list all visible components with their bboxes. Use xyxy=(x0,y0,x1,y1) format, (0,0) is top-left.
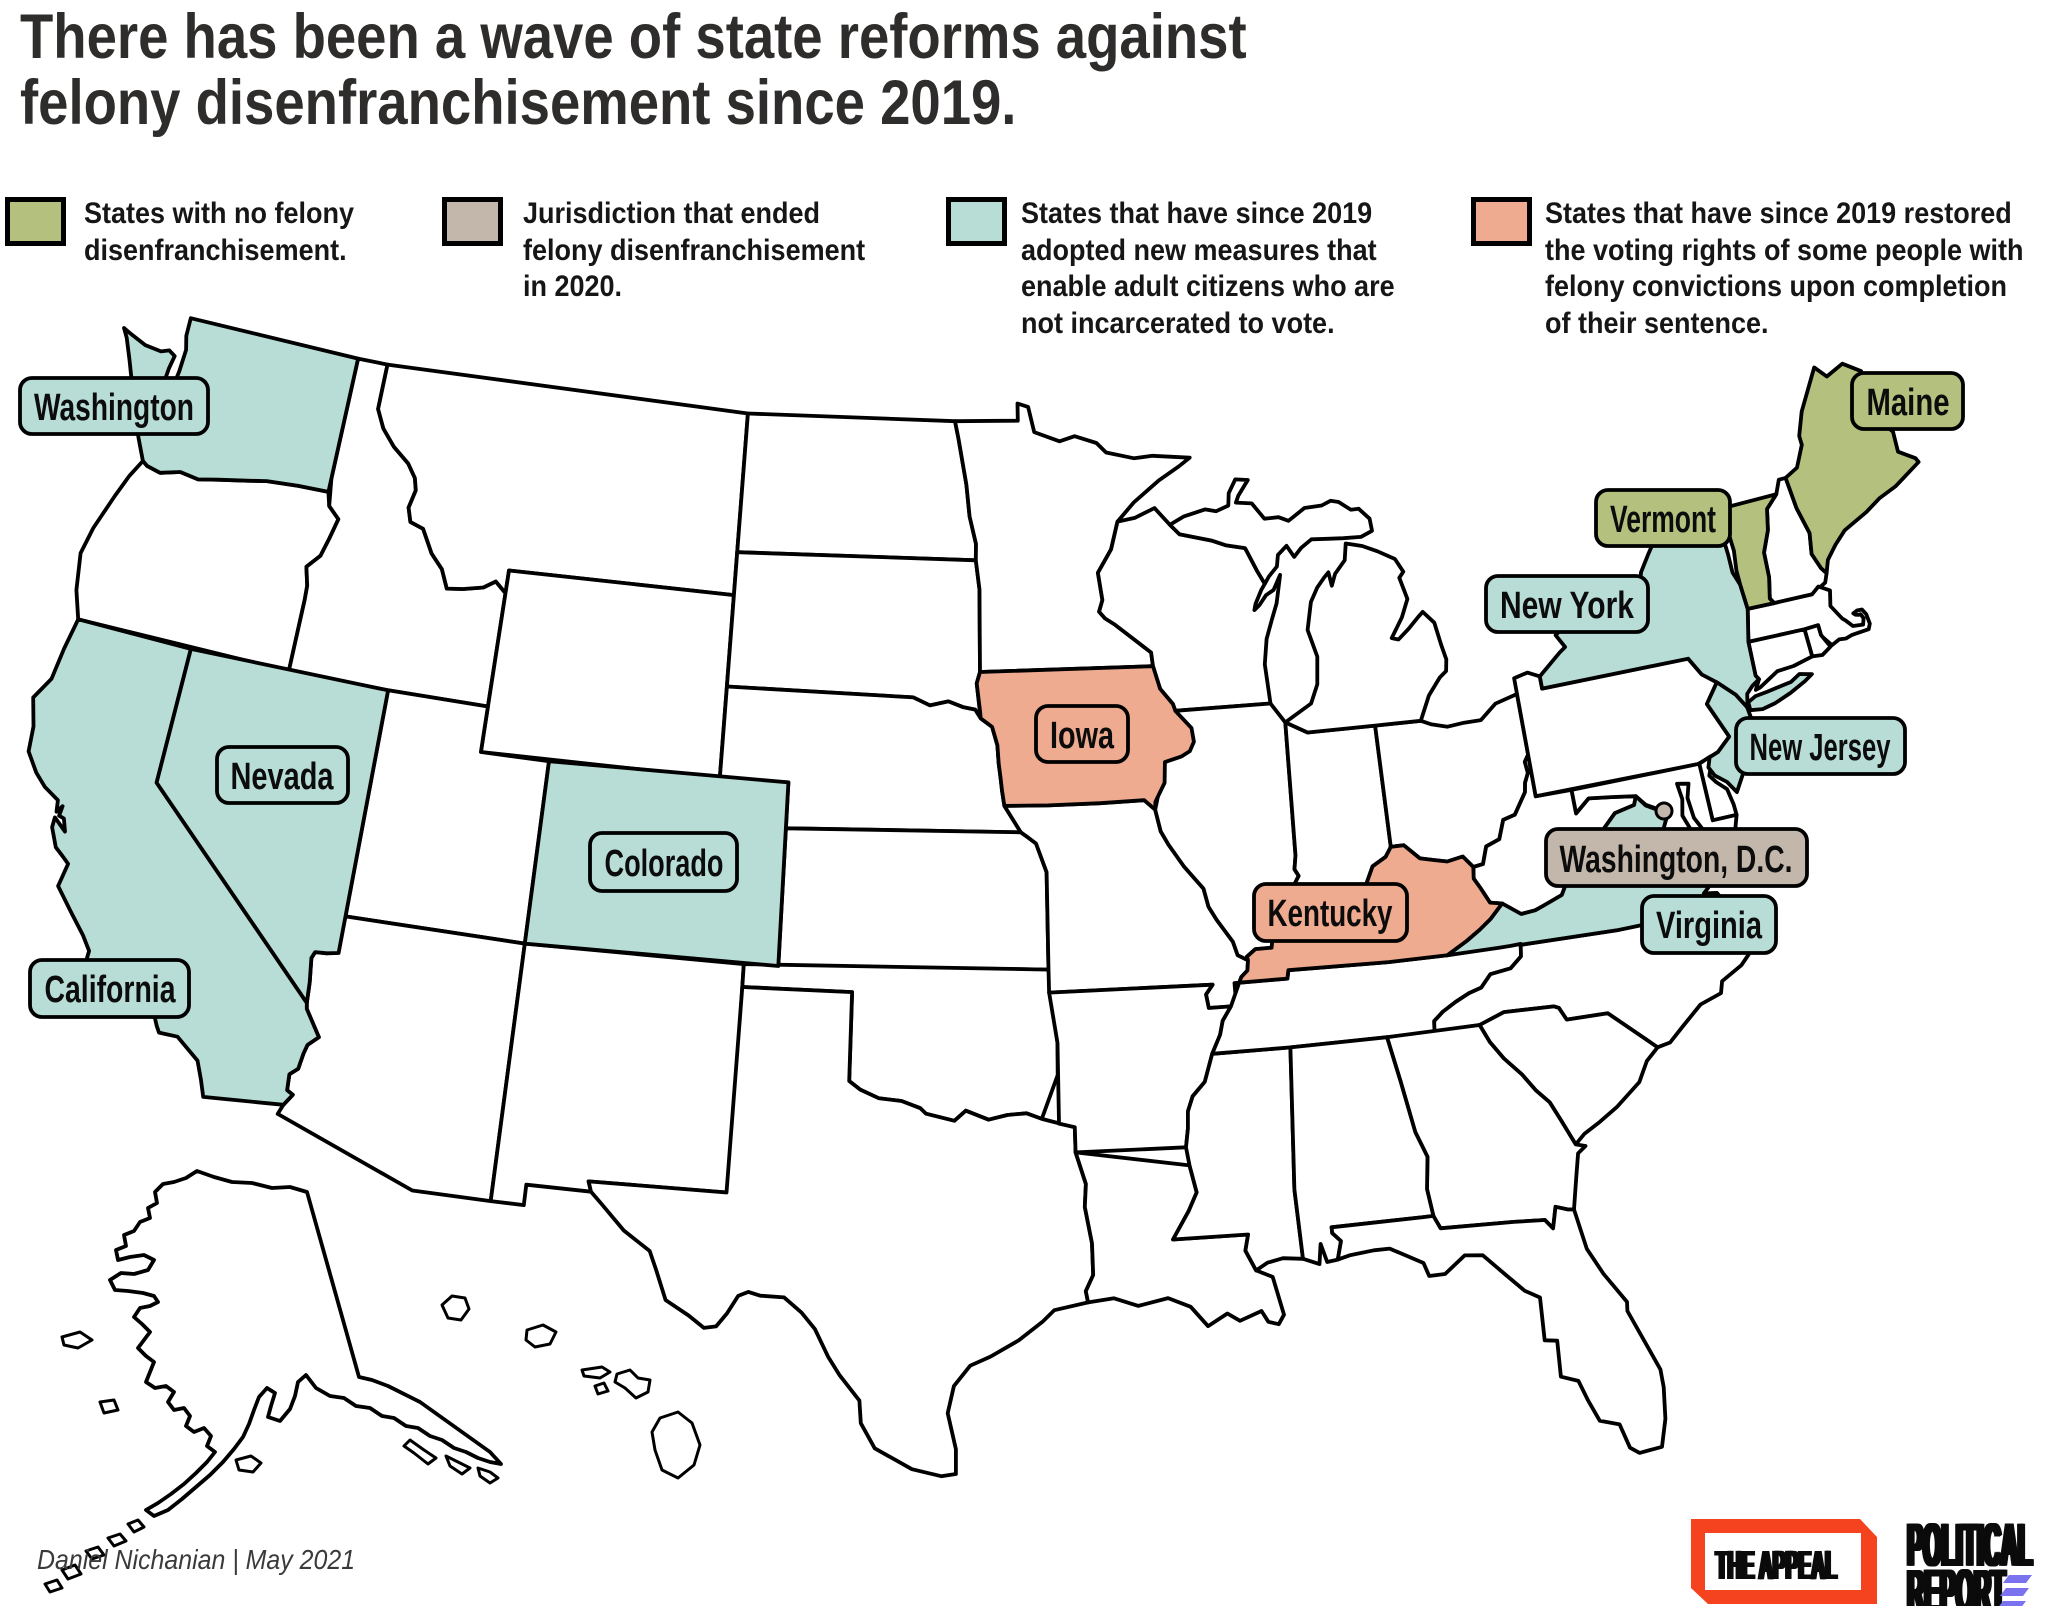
svg-text:Washington, D.C.: Washington, D.C. xyxy=(1560,839,1793,881)
svg-text:POLITICAL: POLITICAL xyxy=(1907,1511,2032,1580)
svg-text:New Jersey: New Jersey xyxy=(1750,727,1891,769)
svg-text:New York: New York xyxy=(1500,585,1635,627)
svg-text:REPORT: REPORT xyxy=(1906,1557,2004,1606)
svg-text:Maine: Maine xyxy=(1867,382,1950,424)
svg-text:THE APPEAL: THE APPEAL xyxy=(1716,1542,1837,1588)
svg-text:THE APPEAL: THE APPEAL xyxy=(1714,1542,1835,1588)
svg-text:POLITICAL: POLITICAL xyxy=(1908,1511,2033,1580)
svg-text:Nevada: Nevada xyxy=(231,756,335,798)
svg-text:Kentucky: Kentucky xyxy=(1268,893,1393,935)
svg-text:POLITICAL: POLITICAL xyxy=(1906,1511,2031,1580)
svg-text:Virginia: Virginia xyxy=(1656,905,1763,947)
svg-text:REPORT: REPORT xyxy=(1905,1557,2003,1606)
svg-text:REPORT: REPORT xyxy=(1910,1557,2008,1606)
svg-text:POLITICAL: POLITICAL xyxy=(1910,1511,2035,1580)
svg-text:Colorado: Colorado xyxy=(605,843,724,885)
svg-text:POLITICAL: POLITICAL xyxy=(1905,1511,2030,1580)
svg-text:THE APPEAL: THE APPEAL xyxy=(1715,1542,1836,1588)
svg-text:Vermont: Vermont xyxy=(1610,499,1716,541)
svg-text:THE APPEAL: THE APPEAL xyxy=(1718,1542,1839,1588)
svg-text:Washington: Washington xyxy=(34,387,194,429)
svg-text:Iowa: Iowa xyxy=(1050,715,1115,757)
svg-text:REPORT: REPORT xyxy=(1907,1557,2005,1606)
svg-text:California: California xyxy=(45,969,177,1011)
svg-text:REPORT: REPORT xyxy=(1908,1557,2006,1606)
